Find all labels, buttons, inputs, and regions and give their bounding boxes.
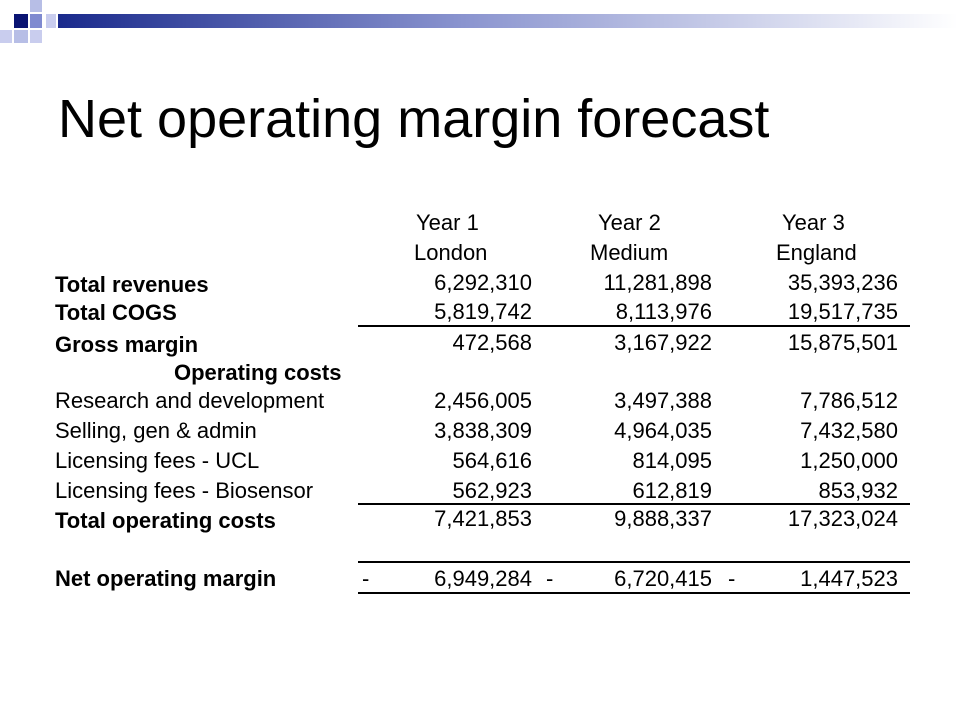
column-header-year: Year 2 (598, 210, 661, 235)
table-cell: 7,432,580 (800, 418, 898, 443)
table-cell: 3,497,388 (614, 388, 712, 413)
row-label: Total COGS (55, 300, 177, 325)
table-cell: 6,292,310 (434, 270, 532, 295)
table-cell: 3,167,922 (614, 330, 712, 355)
table-cell: 17,323,024 (787, 506, 898, 531)
column-header-year: Year 1 (416, 210, 479, 235)
decor-gradient-bar (58, 14, 958, 28)
row-label: Total revenues (55, 272, 209, 297)
table-cell: 6,949,284 (434, 566, 532, 591)
decor-square (14, 14, 28, 28)
row-label: Net operating margin (55, 566, 277, 591)
section-heading: Operating costs (174, 360, 342, 385)
table-cell: 612,819 (632, 478, 712, 503)
table-cell: 9,888,337 (614, 506, 712, 531)
row-label: Licensing fees - Biosensor (55, 478, 314, 503)
table-cell: 11,281,898 (603, 270, 712, 295)
decor-square (0, 30, 12, 43)
table-rule (358, 561, 910, 563)
table-cell: 2,456,005 (434, 388, 532, 413)
table-cell: 7,421,853 (434, 506, 532, 531)
table-cell: 19,517,735 (787, 299, 898, 324)
table-cell: 472,568 (452, 330, 532, 355)
row-label: Research and development (55, 388, 325, 413)
table-rule (358, 503, 910, 505)
decor-square (14, 30, 28, 43)
table-cell: 562,923 (452, 478, 532, 503)
column-header-region: London (414, 240, 488, 265)
row-label: Total operating costs (55, 508, 276, 533)
decor-square (30, 14, 42, 28)
negative-sign: - (546, 566, 554, 591)
table-cell: 35,393,236 (787, 270, 898, 295)
table-cell: 7,786,512 (800, 388, 898, 413)
table-cell: 4,964,035 (614, 418, 712, 443)
table-cell: 6,720,415 (614, 566, 712, 591)
decor-square (46, 14, 56, 28)
table-rule (358, 592, 910, 594)
column-header-region: England (776, 240, 857, 265)
slide-title: Net operating margin forecast (58, 89, 770, 149)
table-cell: 564,616 (452, 448, 532, 473)
table-cell: 1,250,000 (800, 448, 898, 473)
row-label: Gross margin (55, 332, 199, 357)
table-cell: 3,838,309 (434, 418, 532, 443)
column-header-region: Medium (590, 240, 669, 265)
row-label: Selling, gen & admin (55, 418, 257, 443)
row-label: Licensing fees - UCL (55, 448, 260, 473)
column-header-year: Year 3 (782, 210, 845, 235)
table-cell: 15,875,501 (787, 330, 898, 355)
table-cell: 8,113,976 (615, 299, 712, 324)
negative-sign: - (362, 566, 370, 591)
table-rule (358, 325, 910, 327)
table-cell: 5,819,742 (434, 299, 532, 324)
table-cell: 853,932 (818, 478, 898, 503)
decor-square (30, 0, 42, 12)
table-cell: 814,095 (632, 448, 712, 473)
negative-sign: - (728, 566, 736, 591)
decor-square (30, 30, 42, 43)
table-cell: 1,447,523 (800, 566, 898, 591)
